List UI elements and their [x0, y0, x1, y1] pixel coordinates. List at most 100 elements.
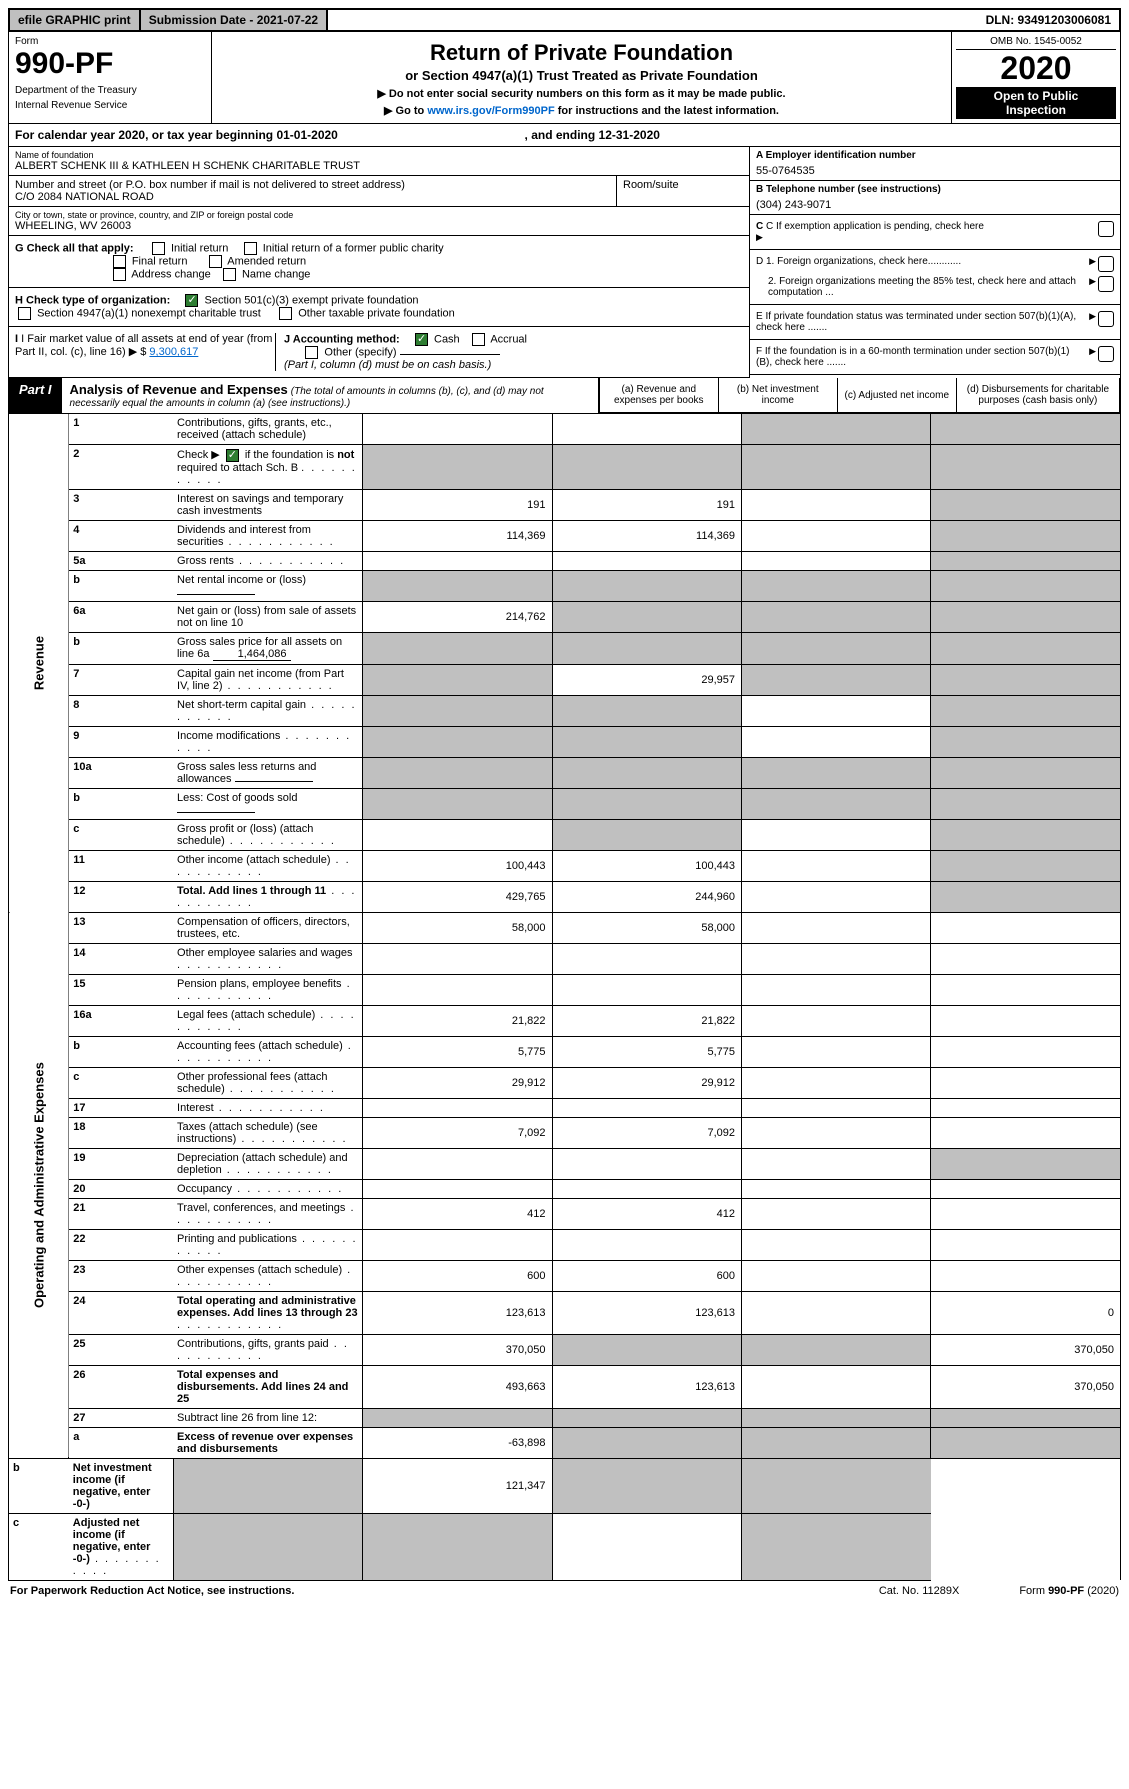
value-cell: [931, 881, 1121, 912]
cb-addr-change[interactable]: [113, 268, 126, 281]
line-desc: Gross sales less returns and allowances: [173, 757, 362, 788]
line-no: 9: [69, 726, 173, 757]
value-cell: [552, 1148, 741, 1179]
line-no: 17: [69, 1098, 173, 1117]
cb-4947[interactable]: [18, 307, 31, 320]
cb-final[interactable]: [113, 255, 126, 268]
value-cell: [931, 601, 1121, 632]
line-desc: Accounting fees (attach schedule): [173, 1036, 362, 1067]
line-no: c: [9, 1513, 69, 1580]
value-cell: 493,663: [363, 1365, 552, 1408]
value-cell: 123,613: [552, 1291, 741, 1334]
cb-sch-b[interactable]: [226, 449, 239, 462]
cb-name-change[interactable]: [223, 268, 236, 281]
value-cell: [931, 1148, 1121, 1179]
form-subtitle: or Section 4947(a)(1) Trust Treated as P…: [222, 68, 941, 83]
line-desc: Income modifications: [173, 726, 362, 757]
line-no: 14: [69, 943, 173, 974]
value-cell: [741, 601, 930, 632]
dln-label: DLN: 93491203006081: [978, 10, 1119, 30]
cb-cash[interactable]: [415, 333, 428, 346]
cb-other-method[interactable]: [305, 346, 318, 359]
value-cell: 7,092: [552, 1117, 741, 1148]
entity-left: Name of foundation ALBERT SCHENK III & K…: [9, 147, 749, 378]
line-no: 24: [69, 1291, 173, 1334]
value-cell: [363, 551, 552, 570]
line-desc: Net investment income (if negative, ente…: [69, 1458, 173, 1513]
i-j-row: I I Fair market value of all assets at e…: [9, 327, 749, 378]
line-no: 2: [69, 445, 173, 490]
table-row: 14Other employee salaries and wages: [9, 943, 1121, 974]
col-b: (b) Net investment income: [718, 378, 837, 413]
line-no: 20: [69, 1179, 173, 1198]
value-cell: 0: [931, 1291, 1121, 1334]
value-cell: [931, 445, 1121, 490]
value-cell: [363, 1098, 552, 1117]
value-cell: [741, 1067, 930, 1098]
line-desc: Net short-term capital gain: [173, 695, 362, 726]
ein-cell: A Employer identification number 55-0764…: [750, 147, 1120, 181]
value-cell: 21,822: [363, 1005, 552, 1036]
value-cell: [741, 489, 930, 520]
value-cell: 191: [552, 489, 741, 520]
value-cell: 58,000: [552, 912, 741, 943]
line-no: 4: [69, 520, 173, 551]
value-cell: 214,762: [363, 601, 552, 632]
value-cell: [741, 1513, 930, 1580]
cb-501c3[interactable]: [185, 294, 198, 307]
value-cell: [931, 520, 1121, 551]
value-cell: [741, 757, 930, 788]
table-row: 21Travel, conferences, and meetings41241…: [9, 1198, 1121, 1229]
line-no: 10a: [69, 757, 173, 788]
line-desc: Gross sales price for all assets on line…: [173, 632, 362, 664]
line-no: 22: [69, 1229, 173, 1260]
cb-accrual[interactable]: [472, 333, 485, 346]
value-cell: 29,912: [552, 1067, 741, 1098]
address-row: Number and street (or P.O. box number if…: [9, 176, 749, 207]
line-no: 7: [69, 664, 173, 695]
line-no: 23: [69, 1260, 173, 1291]
cb-f[interactable]: [1098, 346, 1114, 362]
part1-label: Part I: [9, 378, 62, 413]
table-row: 19Depreciation (attach schedule) and dep…: [9, 1148, 1121, 1179]
value-cell: 370,050: [363, 1334, 552, 1365]
table-row: 26Total expenses and disbursements. Add …: [9, 1365, 1121, 1408]
irs-link[interactable]: www.irs.gov/Form990PF: [427, 105, 554, 117]
cb-other-taxable[interactable]: [279, 307, 292, 320]
value-cell: [363, 414, 552, 445]
value-cell: [931, 1179, 1121, 1198]
line-desc: Other employee salaries and wages: [173, 943, 362, 974]
cb-e[interactable]: [1098, 311, 1114, 327]
line-no: b: [69, 570, 173, 601]
cb-amended[interactable]: [209, 255, 222, 268]
cb-initial[interactable]: [152, 242, 165, 255]
cb-d1[interactable]: [1098, 256, 1114, 272]
table-row: cAdjusted net income (if negative, enter…: [9, 1513, 1121, 1580]
cb-initial-former[interactable]: [244, 242, 257, 255]
value-cell: [931, 943, 1121, 974]
value-cell: [741, 445, 930, 490]
value-cell: [173, 1513, 362, 1580]
dept-treasury: Department of the Treasury: [15, 85, 205, 96]
value-cell: [931, 1408, 1121, 1427]
cb-d2[interactable]: [1098, 276, 1114, 292]
value-cell: [552, 414, 741, 445]
value-cell: 58,000: [363, 912, 552, 943]
value-cell: 100,443: [552, 850, 741, 881]
value-cell: [741, 1334, 930, 1365]
value-cell: 412: [363, 1198, 552, 1229]
line-desc: Net gain or (loss) from sale of assets n…: [173, 601, 362, 632]
value-cell: [552, 1229, 741, 1260]
value-cell: [931, 632, 1121, 664]
line-desc: Travel, conferences, and meetings: [173, 1198, 362, 1229]
line-no: 3: [69, 489, 173, 520]
fmv-amount[interactable]: 9,300,617: [149, 346, 198, 358]
line-no: a: [69, 1427, 173, 1458]
value-cell: [552, 943, 741, 974]
line-no: 15: [69, 974, 173, 1005]
cb-c[interactable]: [1098, 221, 1114, 237]
line-no: b: [9, 1458, 69, 1513]
value-cell: [363, 943, 552, 974]
value-cell: [931, 788, 1121, 819]
efile-button[interactable]: efile GRAPHIC print: [10, 10, 141, 30]
